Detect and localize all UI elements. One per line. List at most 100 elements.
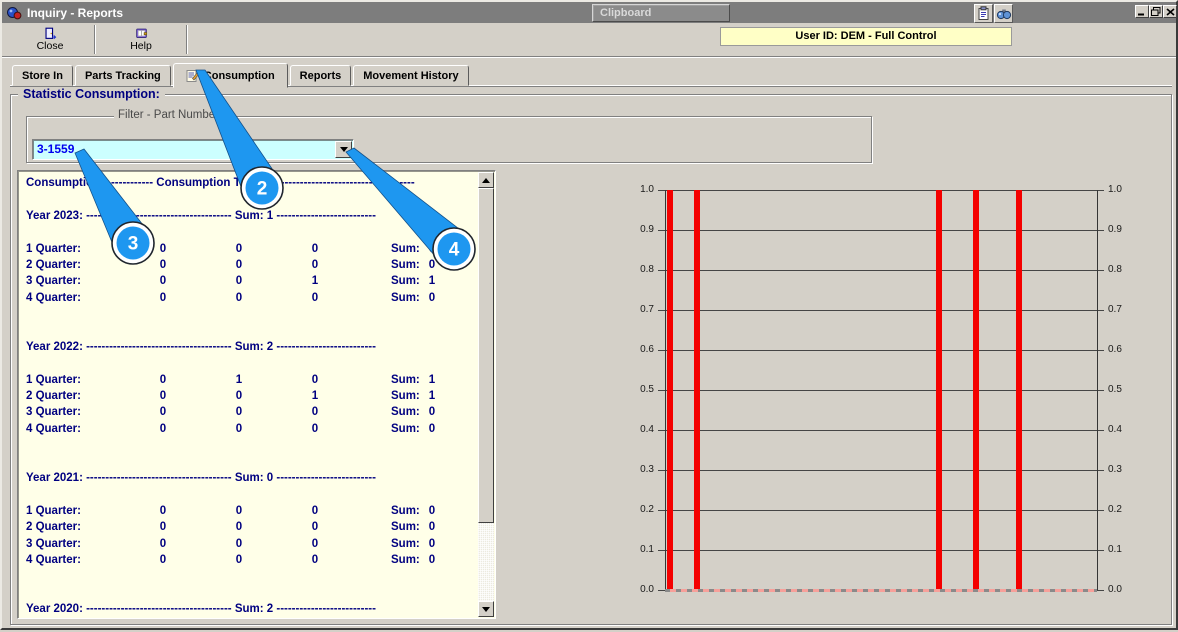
minimize-button[interactable] xyxy=(1135,5,1149,18)
report-cell: Sum: xyxy=(391,373,420,386)
tab-movement-history[interactable]: Movement History xyxy=(353,65,469,86)
y-tick-label-left: 0.2 xyxy=(640,504,654,515)
tab-label: Movement History xyxy=(363,69,459,82)
y-tick-label-right: 0.9 xyxy=(1108,224,1122,235)
report-row: 4 Quarter: 0 0 0 Sum: 0 xyxy=(26,421,475,437)
user-id-badge: User ID: DEM - Full Control xyxy=(720,27,1012,46)
report-cell: 0 xyxy=(428,242,436,255)
report-cell: 0 xyxy=(235,275,243,288)
report-cell: 1 xyxy=(311,390,319,403)
y-tick-label-right: 0.0 xyxy=(1108,584,1122,595)
toolbar-separator xyxy=(94,25,96,54)
report-cell: 0 xyxy=(428,258,436,271)
report-row: Consumption: ------------ Consumption To… xyxy=(26,177,415,189)
tab-consumption[interactable]: Consumption xyxy=(172,63,288,88)
tab-parts-tracking[interactable]: Parts Tracking xyxy=(74,65,171,86)
close-button[interactable]: Close xyxy=(8,25,92,54)
tab-label: Store In xyxy=(22,69,63,82)
report-cell: 1 xyxy=(235,373,243,386)
tab-reports[interactable]: Reports xyxy=(289,65,352,86)
chart-bar xyxy=(973,190,980,590)
report-row xyxy=(26,306,475,322)
tab-strip-baseline xyxy=(10,85,1172,87)
y-tick-label-right: 1.0 xyxy=(1108,184,1122,195)
report-cell: 0 xyxy=(428,291,436,304)
chart-axis xyxy=(665,190,666,590)
part-number-value: 3-1559 xyxy=(37,142,75,156)
report-cell: 0 xyxy=(428,553,436,566)
report-cell: 4 Quarter: xyxy=(26,291,81,304)
report-cell: 0 xyxy=(428,504,436,517)
report-cell: Sum: xyxy=(391,406,420,419)
report-cell: 0 xyxy=(311,521,319,534)
y-tick-label-left: 1.0 xyxy=(640,184,654,195)
report-cell: 1 xyxy=(428,275,436,288)
y-tick-label-left: 0.4 xyxy=(640,424,654,435)
report-row: 4 Quarter: 0 0 0 Sum: 0 xyxy=(26,552,475,568)
report-cell: 0 xyxy=(428,537,436,550)
report-row xyxy=(26,355,475,371)
report-row xyxy=(26,486,475,502)
report-cell: 0 xyxy=(235,406,243,419)
y-tick-label-right: 0.8 xyxy=(1108,264,1122,275)
report-cell: 0 xyxy=(159,406,167,419)
close-window-button[interactable] xyxy=(1163,5,1177,18)
report-cell: 3 Quarter: xyxy=(26,275,81,288)
clipboard-caption[interactable]: Clipboard xyxy=(592,4,730,22)
triangle-down-icon xyxy=(482,606,490,612)
report-cell: Sum: xyxy=(391,504,420,517)
report-cell: 1 Quarter: xyxy=(26,504,81,517)
vertical-scrollbar[interactable] xyxy=(478,172,494,617)
report-cell: 0 xyxy=(159,275,167,288)
tab-store-in[interactable]: Store In xyxy=(12,65,73,86)
chart-baseline-dashed xyxy=(665,589,1097,592)
chart-gridline xyxy=(658,230,1104,231)
y-tick-label-left: 0.1 xyxy=(640,544,654,555)
consumption-chart: 0.0 0.0 0.1 0.1 0.2 0.2 0.3 0.3 0.4 0.4 0.5 0.5 0.6 0… xyxy=(610,180,1158,612)
report-cell: 0 xyxy=(159,390,167,403)
scroll-up-button[interactable] xyxy=(478,172,494,188)
report-cell: 0 xyxy=(159,291,167,304)
report-cell: Sum: xyxy=(391,291,420,304)
chart-gridline xyxy=(658,470,1104,471)
help-button[interactable]: Help xyxy=(100,25,182,54)
chart-gridline xyxy=(658,510,1104,511)
y-tick-label-left: 0.9 xyxy=(640,224,654,235)
scroll-down-button[interactable] xyxy=(478,601,494,617)
close-button-label: Close xyxy=(36,40,64,52)
report-cell: 2 Quarter: xyxy=(26,390,81,403)
report-cell: 3 Quarter: xyxy=(26,537,81,550)
y-tick-label-left: 0.0 xyxy=(640,584,654,595)
report-row xyxy=(26,585,475,601)
restore-button[interactable] xyxy=(1149,5,1163,18)
consumption-report-listbox[interactable]: Consumption: ------------ Consumption To… xyxy=(17,170,496,619)
group-title: Statistic Consumption: xyxy=(18,87,165,101)
clipboard-page-icon xyxy=(978,6,989,20)
scrollbar-thumb[interactable] xyxy=(478,188,494,523)
chart-gridline xyxy=(658,350,1104,351)
report-cell: 3 Quarter: xyxy=(26,406,81,419)
report-cell: 0 xyxy=(235,390,243,403)
report-cell: 0 xyxy=(159,373,167,386)
tab-label: Parts Tracking xyxy=(84,69,161,82)
title-bar[interactable]: Inquiry - Reports xyxy=(2,2,1176,23)
clipboard-tool-button[interactable] xyxy=(974,4,993,23)
close-icon xyxy=(1165,7,1175,16)
report-cell: 0 xyxy=(159,521,167,534)
report-cell: Sum: xyxy=(391,390,420,403)
report-cell: 0 xyxy=(235,521,243,534)
triangle-up-icon xyxy=(482,177,490,183)
y-tick-label-right: 0.4 xyxy=(1108,424,1122,435)
tab-strip: Store In Parts Tracking Consumption Repo… xyxy=(12,61,469,88)
filter-label: Filter - Part Number: xyxy=(114,109,227,121)
part-number-dropdown-button[interactable] xyxy=(335,141,352,158)
chevron-down-icon xyxy=(339,147,348,152)
report-row: 1 Quarter: 0 0 0 Sum: 0 xyxy=(26,241,475,257)
report-cell: 0 xyxy=(159,258,167,271)
search-tool-button[interactable] xyxy=(994,4,1013,23)
report-cell: 2 Quarter: xyxy=(26,521,81,534)
user-id-text: User ID: DEM - Full Control xyxy=(795,30,937,42)
report-cell: 0 xyxy=(235,242,243,255)
part-number-combobox[interactable]: 3-1559 xyxy=(32,139,354,160)
report-cell: 1 xyxy=(428,390,436,403)
